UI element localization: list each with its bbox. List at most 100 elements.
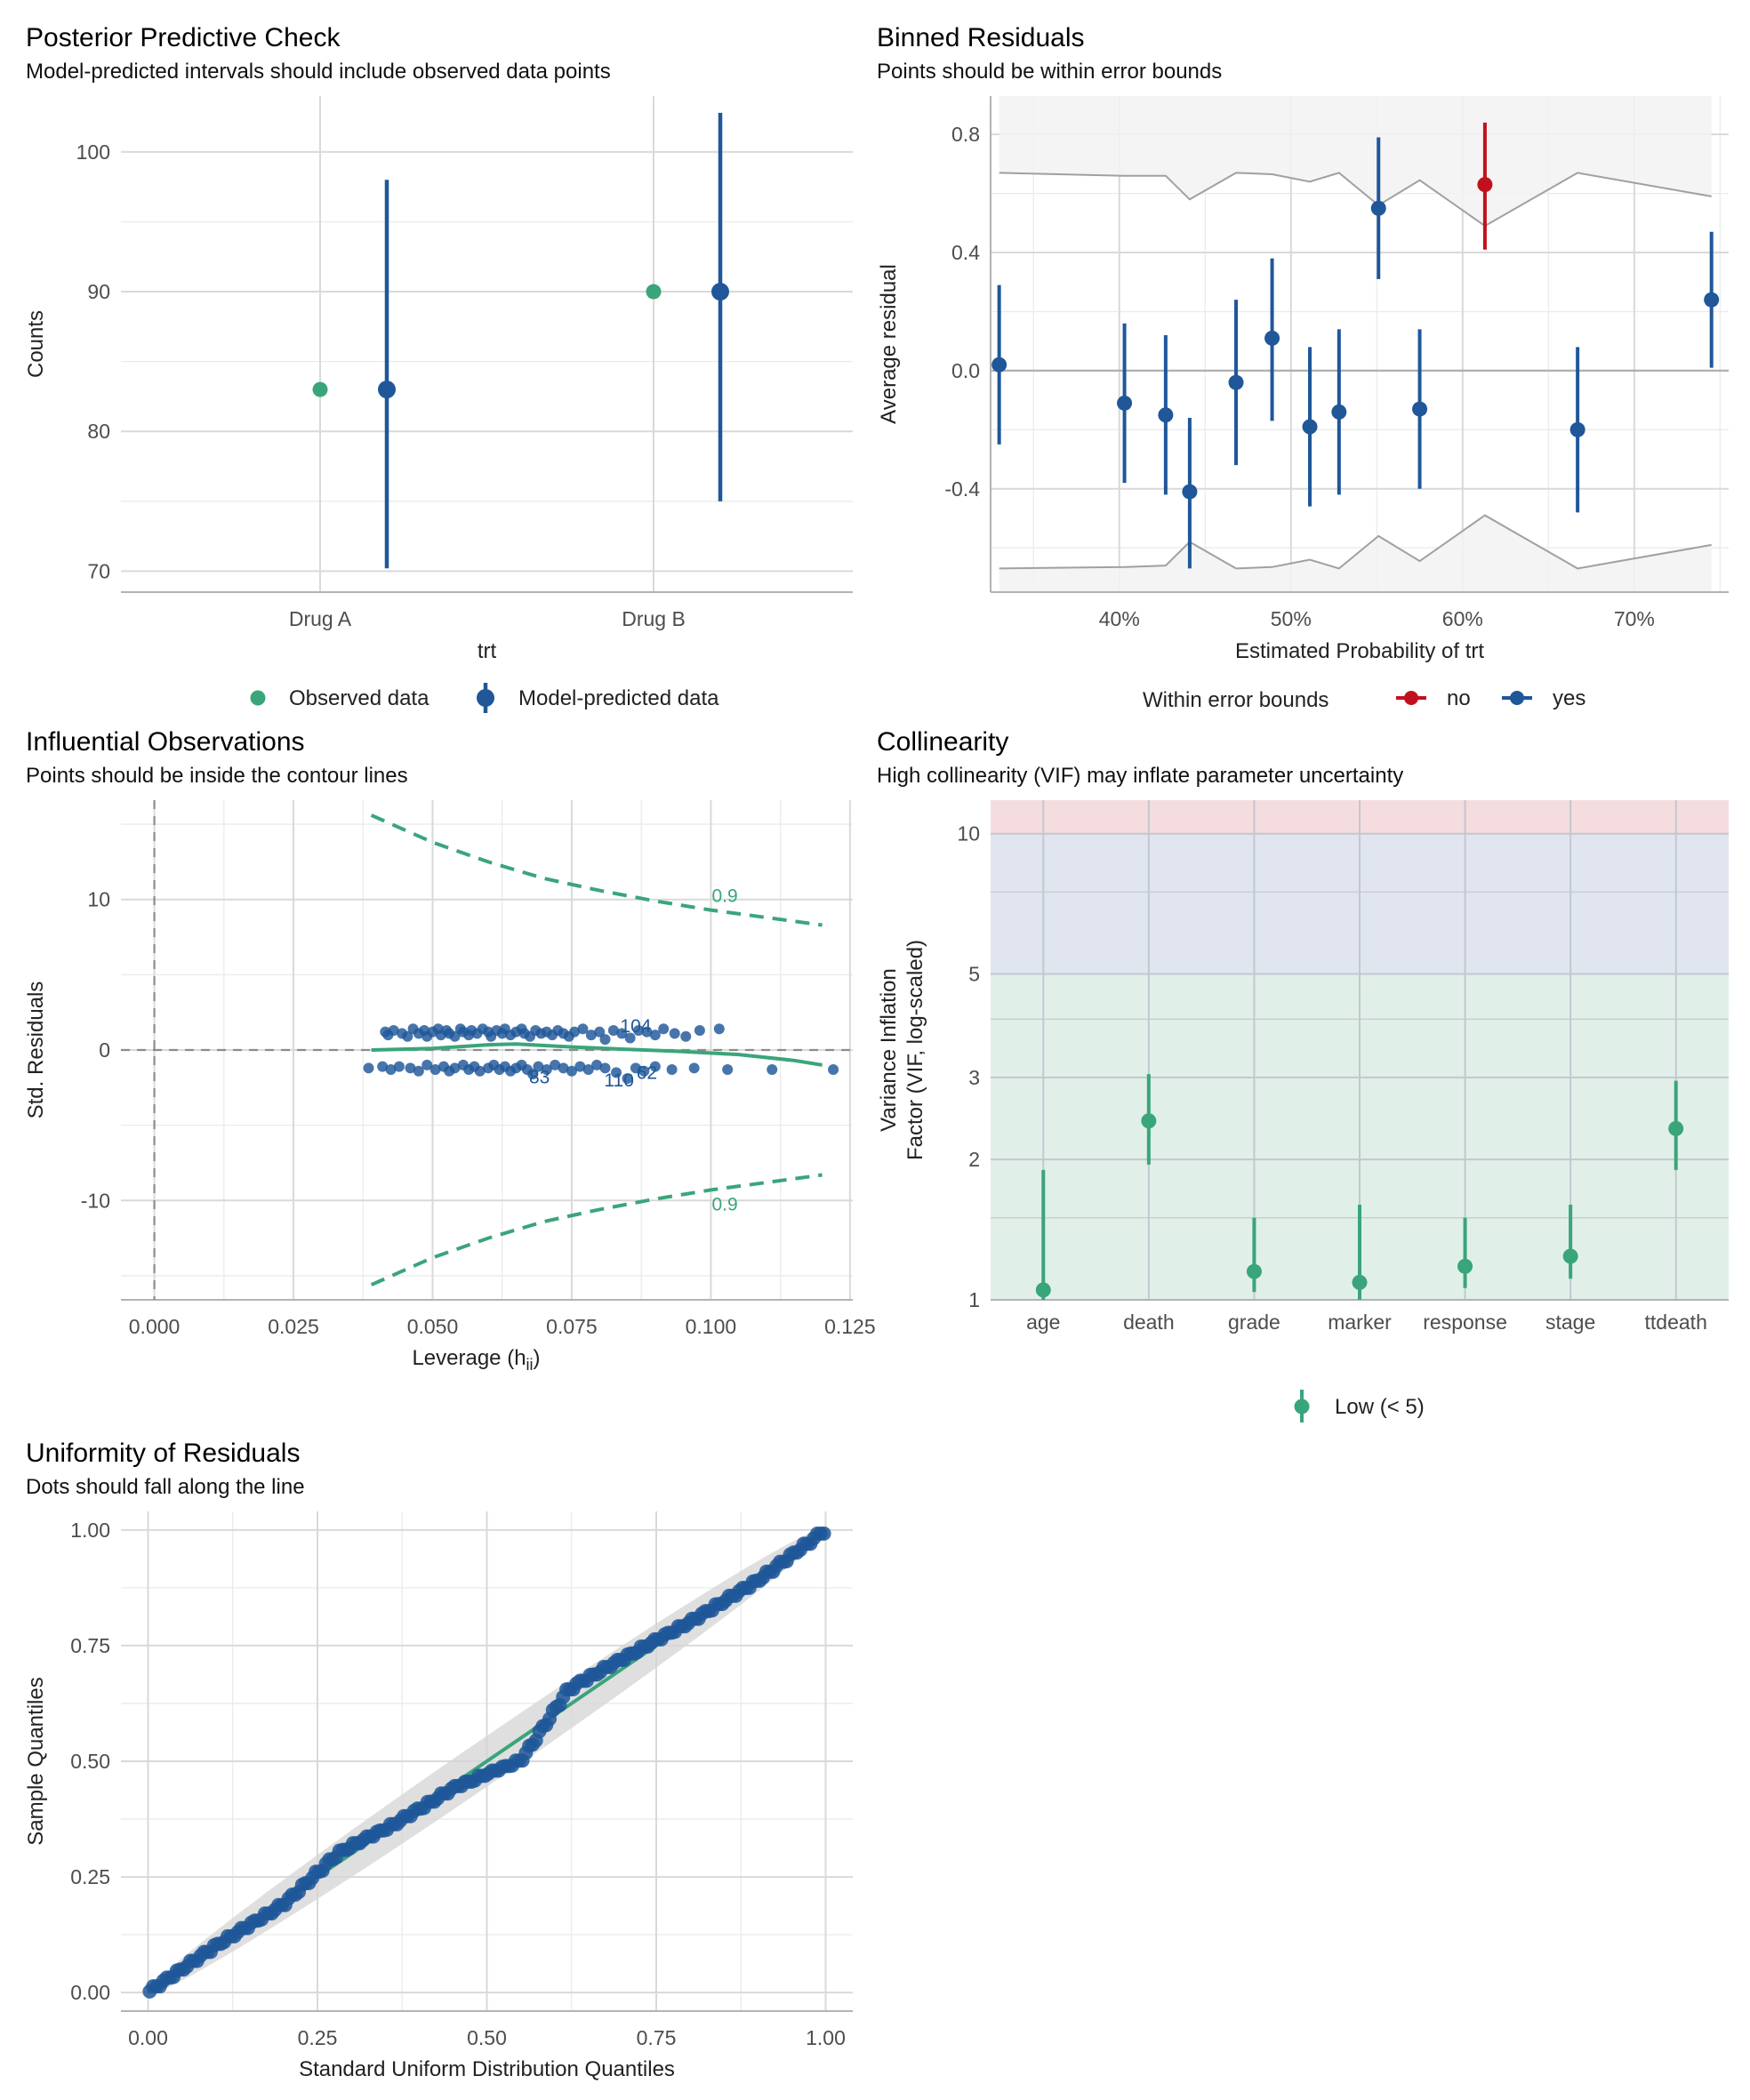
influence-point	[377, 1061, 389, 1072]
influence-point	[402, 1030, 413, 1042]
influence-point	[828, 1064, 839, 1076]
ppc-predicted-point	[711, 283, 729, 301]
influence-point	[413, 1065, 424, 1077]
legend-observed-key	[250, 690, 266, 706]
collinearity-xtick: stage	[1545, 1310, 1595, 1334]
uniformity-point	[816, 1526, 831, 1541]
collinearity-point	[1352, 1274, 1368, 1290]
uniformity-panel: 0.00 0.25 0.50 0.75 1.00 0.00 0.25 0.50 0.75 1.00…	[24, 1511, 853, 2081]
influence-point	[363, 1062, 374, 1074]
influence-point	[449, 1030, 461, 1042]
influence-point	[616, 1028, 628, 1039]
uniformity-ytick: 0.00	[70, 1981, 110, 2004]
influence-point	[429, 1064, 441, 1076]
influence-point	[449, 1062, 461, 1074]
influence-xtick: 0.000	[129, 1315, 181, 1338]
ppc-ytick: 100	[76, 140, 110, 164]
legend-predicted-label: Model-predicted data	[518, 686, 719, 710]
collinearity-title: Collinearity	[877, 727, 1008, 757]
ppc-observed-point	[312, 381, 328, 397]
influence-point-label: 110	[604, 1070, 633, 1091]
uniformity-xtick: 0.25	[298, 2026, 338, 2049]
binned-point	[1370, 200, 1386, 216]
ppc-xtick: Drug A	[289, 607, 352, 630]
binned-xtick: 40%	[1099, 607, 1140, 630]
collinearity-point	[1668, 1120, 1684, 1136]
influence-xlabel-end: )	[534, 1346, 541, 1370]
binned-point	[1302, 419, 1318, 435]
binned-xtick: 70%	[1614, 607, 1655, 630]
collinearity-header: Collinearity High collinearity (VIF) may …	[877, 727, 1403, 788]
binned-title: Binned Residuals	[877, 23, 1084, 52]
ppc-observed-point	[646, 284, 662, 300]
collinearity-xtick: ttdeath	[1645, 1310, 1707, 1334]
ppc-xtick: Drug B	[622, 607, 686, 630]
influence-point	[533, 1061, 544, 1072]
uniformity-title: Uniformity of Residuals	[26, 1439, 300, 1468]
influence-point	[622, 1073, 633, 1085]
influence-point	[649, 1061, 661, 1072]
legend-observed-label: Observed data	[289, 686, 429, 710]
influence-point	[658, 1023, 670, 1035]
influence-point	[585, 1030, 597, 1041]
binned-point	[1182, 484, 1198, 500]
uniformity-xtick: 0.00	[128, 2026, 168, 2049]
uniformity-ylabel: Sample Quantiles	[24, 1677, 48, 1845]
ppc-ytick: 70	[87, 559, 110, 582]
collinearity-ytick: 3	[968, 1066, 980, 1089]
collinearity-point	[1035, 1282, 1051, 1298]
collinearity-point	[1246, 1263, 1262, 1279]
ppc-ylabel: Counts	[24, 310, 48, 378]
uniformity-ytick: 1.00	[70, 1519, 110, 1542]
influence-point	[624, 1032, 636, 1044]
ppc-legend: Observed data Model-predicted data	[250, 683, 719, 713]
uniformity-xlabel: Standard Uniform Distribution Quantiles	[299, 2057, 675, 2081]
legend-no-key	[1404, 691, 1418, 705]
binned-xtick: 50%	[1271, 607, 1312, 630]
uniformity-header: Uniformity of Residuals Dots should fall …	[26, 1439, 305, 1499]
influence-point	[767, 1064, 778, 1076]
influence-point	[385, 1064, 397, 1076]
influence-point	[582, 1064, 594, 1076]
influence-panel: 0.000 0.025 0.050 0.075 0.100 0.125 -10 0 10 0.9 0…	[24, 800, 876, 1374]
influence-point	[599, 1062, 611, 1074]
binned-xlabel: Estimated Probability of trt	[1235, 639, 1484, 663]
influence-point-label: 62	[637, 1062, 657, 1083]
legend-low-label: Low (< 5)	[1335, 1395, 1425, 1419]
influence-xlabel-sub: ii	[526, 1356, 534, 1374]
binned-lower-bound	[999, 514, 1712, 570]
collinearity-subtitle: High collinearity (VIF) may inflate para…	[877, 764, 1403, 788]
binned-lower-band	[999, 515, 1712, 592]
collinearity-ylabel-line2: Factor (VIF, log-scaled)	[903, 940, 927, 1160]
binned-subtitle: Points should be within error bounds	[877, 60, 1222, 84]
influence-point	[680, 1030, 692, 1042]
influence-point	[550, 1059, 561, 1070]
collinearity-ytick: 5	[968, 963, 980, 986]
influence-point	[599, 1034, 611, 1046]
influence-xtick: 0.050	[407, 1315, 459, 1338]
influence-contour-label: 0.9	[711, 1195, 737, 1215]
influence-loess-line	[371, 1042, 823, 1067]
influence-xtick: 0.125	[824, 1315, 876, 1338]
influence-point	[541, 1064, 552, 1076]
influence-point-label: 104	[620, 1016, 651, 1037]
influence-point	[641, 1026, 653, 1038]
influence-point	[388, 1024, 399, 1036]
influence-contour-label: 0.9	[711, 886, 737, 907]
binned-point	[991, 357, 1007, 373]
collinearity-xtick: grade	[1228, 1310, 1280, 1334]
influence-point	[527, 1069, 539, 1080]
influence-point	[713, 1023, 725, 1035]
collinearity-ylabel: Variance Inflation	[877, 968, 901, 1132]
influence-ylabel: Std. Residuals	[24, 982, 48, 1119]
binned-point	[1704, 292, 1720, 308]
ppc-subtitle: Model-predicted intervals should include…	[26, 60, 611, 84]
influence-point	[393, 1061, 405, 1072]
binned-ytick: 0.0	[951, 359, 980, 382]
legend-no-label: no	[1447, 686, 1471, 710]
legend-yes-key	[1510, 691, 1524, 705]
binned-point	[1569, 421, 1585, 437]
uniformity-xtick: 0.50	[467, 2026, 507, 2049]
binned-legend: Within error bounds no yes	[1143, 686, 1585, 712]
